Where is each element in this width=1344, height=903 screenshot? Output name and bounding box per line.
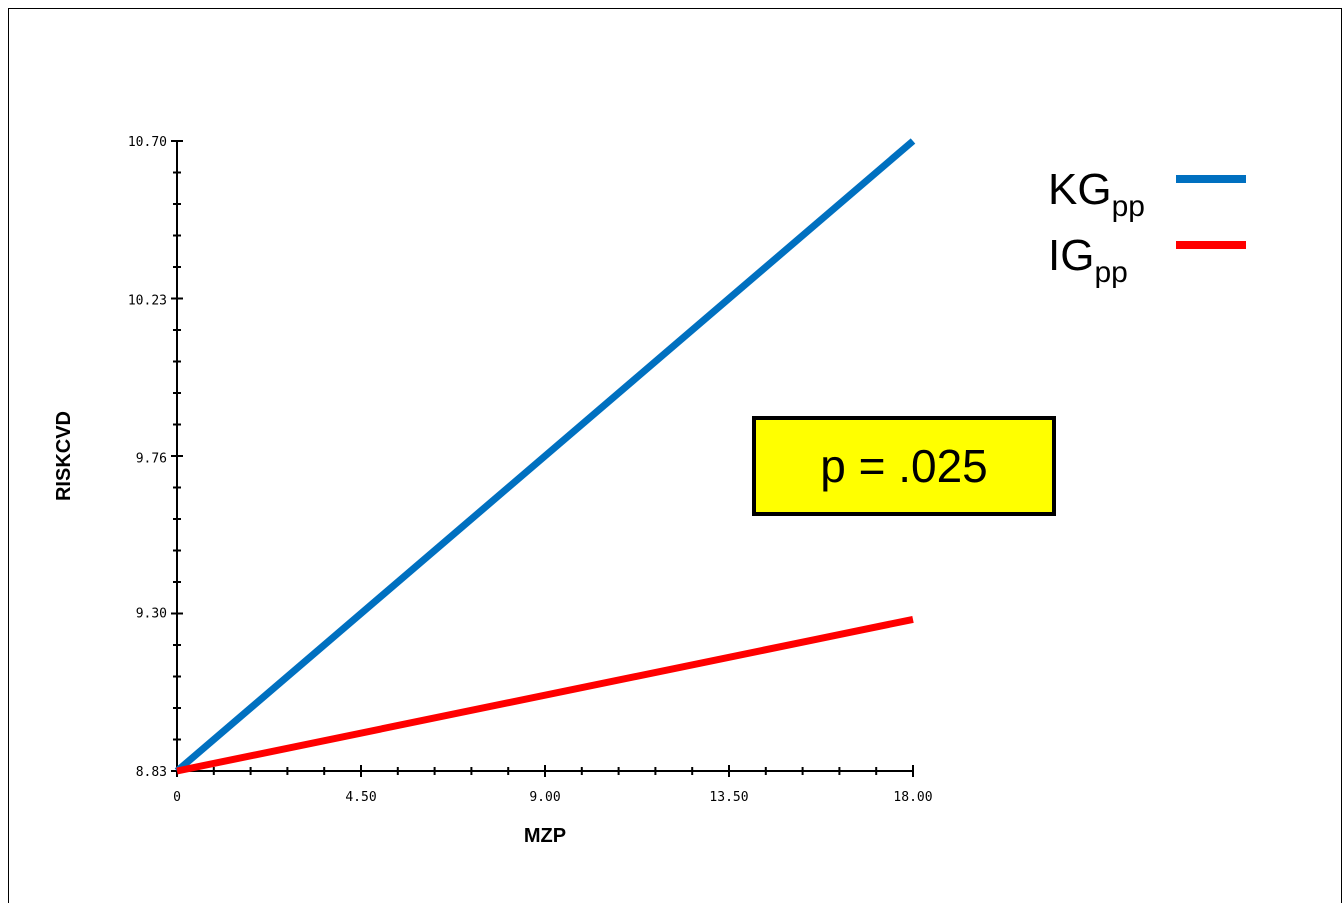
x-tick-label: 18.00 (893, 790, 932, 805)
p-value-annotation: p = .025 (752, 416, 1056, 516)
y-tick-label: 10.23 (128, 293, 167, 308)
legend-entry-ig: IGpp (1048, 231, 1128, 289)
y-tick-label: 8.83 (136, 765, 167, 780)
series-line-ig (176, 615, 914, 775)
y-tick-label: 9.76 (136, 452, 167, 467)
chart-axes: 0 4.50 9.00 13.50 18.00 8.83 9.30 9.76 10.23 10.7… (128, 135, 933, 805)
y-axis-label: RISKCVD (53, 411, 75, 501)
legend-entry-kg: KGpp (1048, 165, 1145, 223)
figure-frame (8, 8, 1342, 903)
x-tick-label: 0 (173, 790, 181, 805)
x-axis-label: MZP (524, 825, 566, 847)
chart-series (174, 138, 916, 775)
y-tick-label: 9.30 (136, 607, 167, 622)
x-tick-label: 4.50 (345, 790, 376, 805)
series-line-kg (174, 138, 916, 774)
x-tick-label: 13.50 (709, 790, 748, 805)
y-tick-label: 10.70 (128, 135, 167, 150)
legend: KGpp IGpp (1048, 165, 1246, 289)
x-tick-label: 9.00 (529, 790, 560, 805)
